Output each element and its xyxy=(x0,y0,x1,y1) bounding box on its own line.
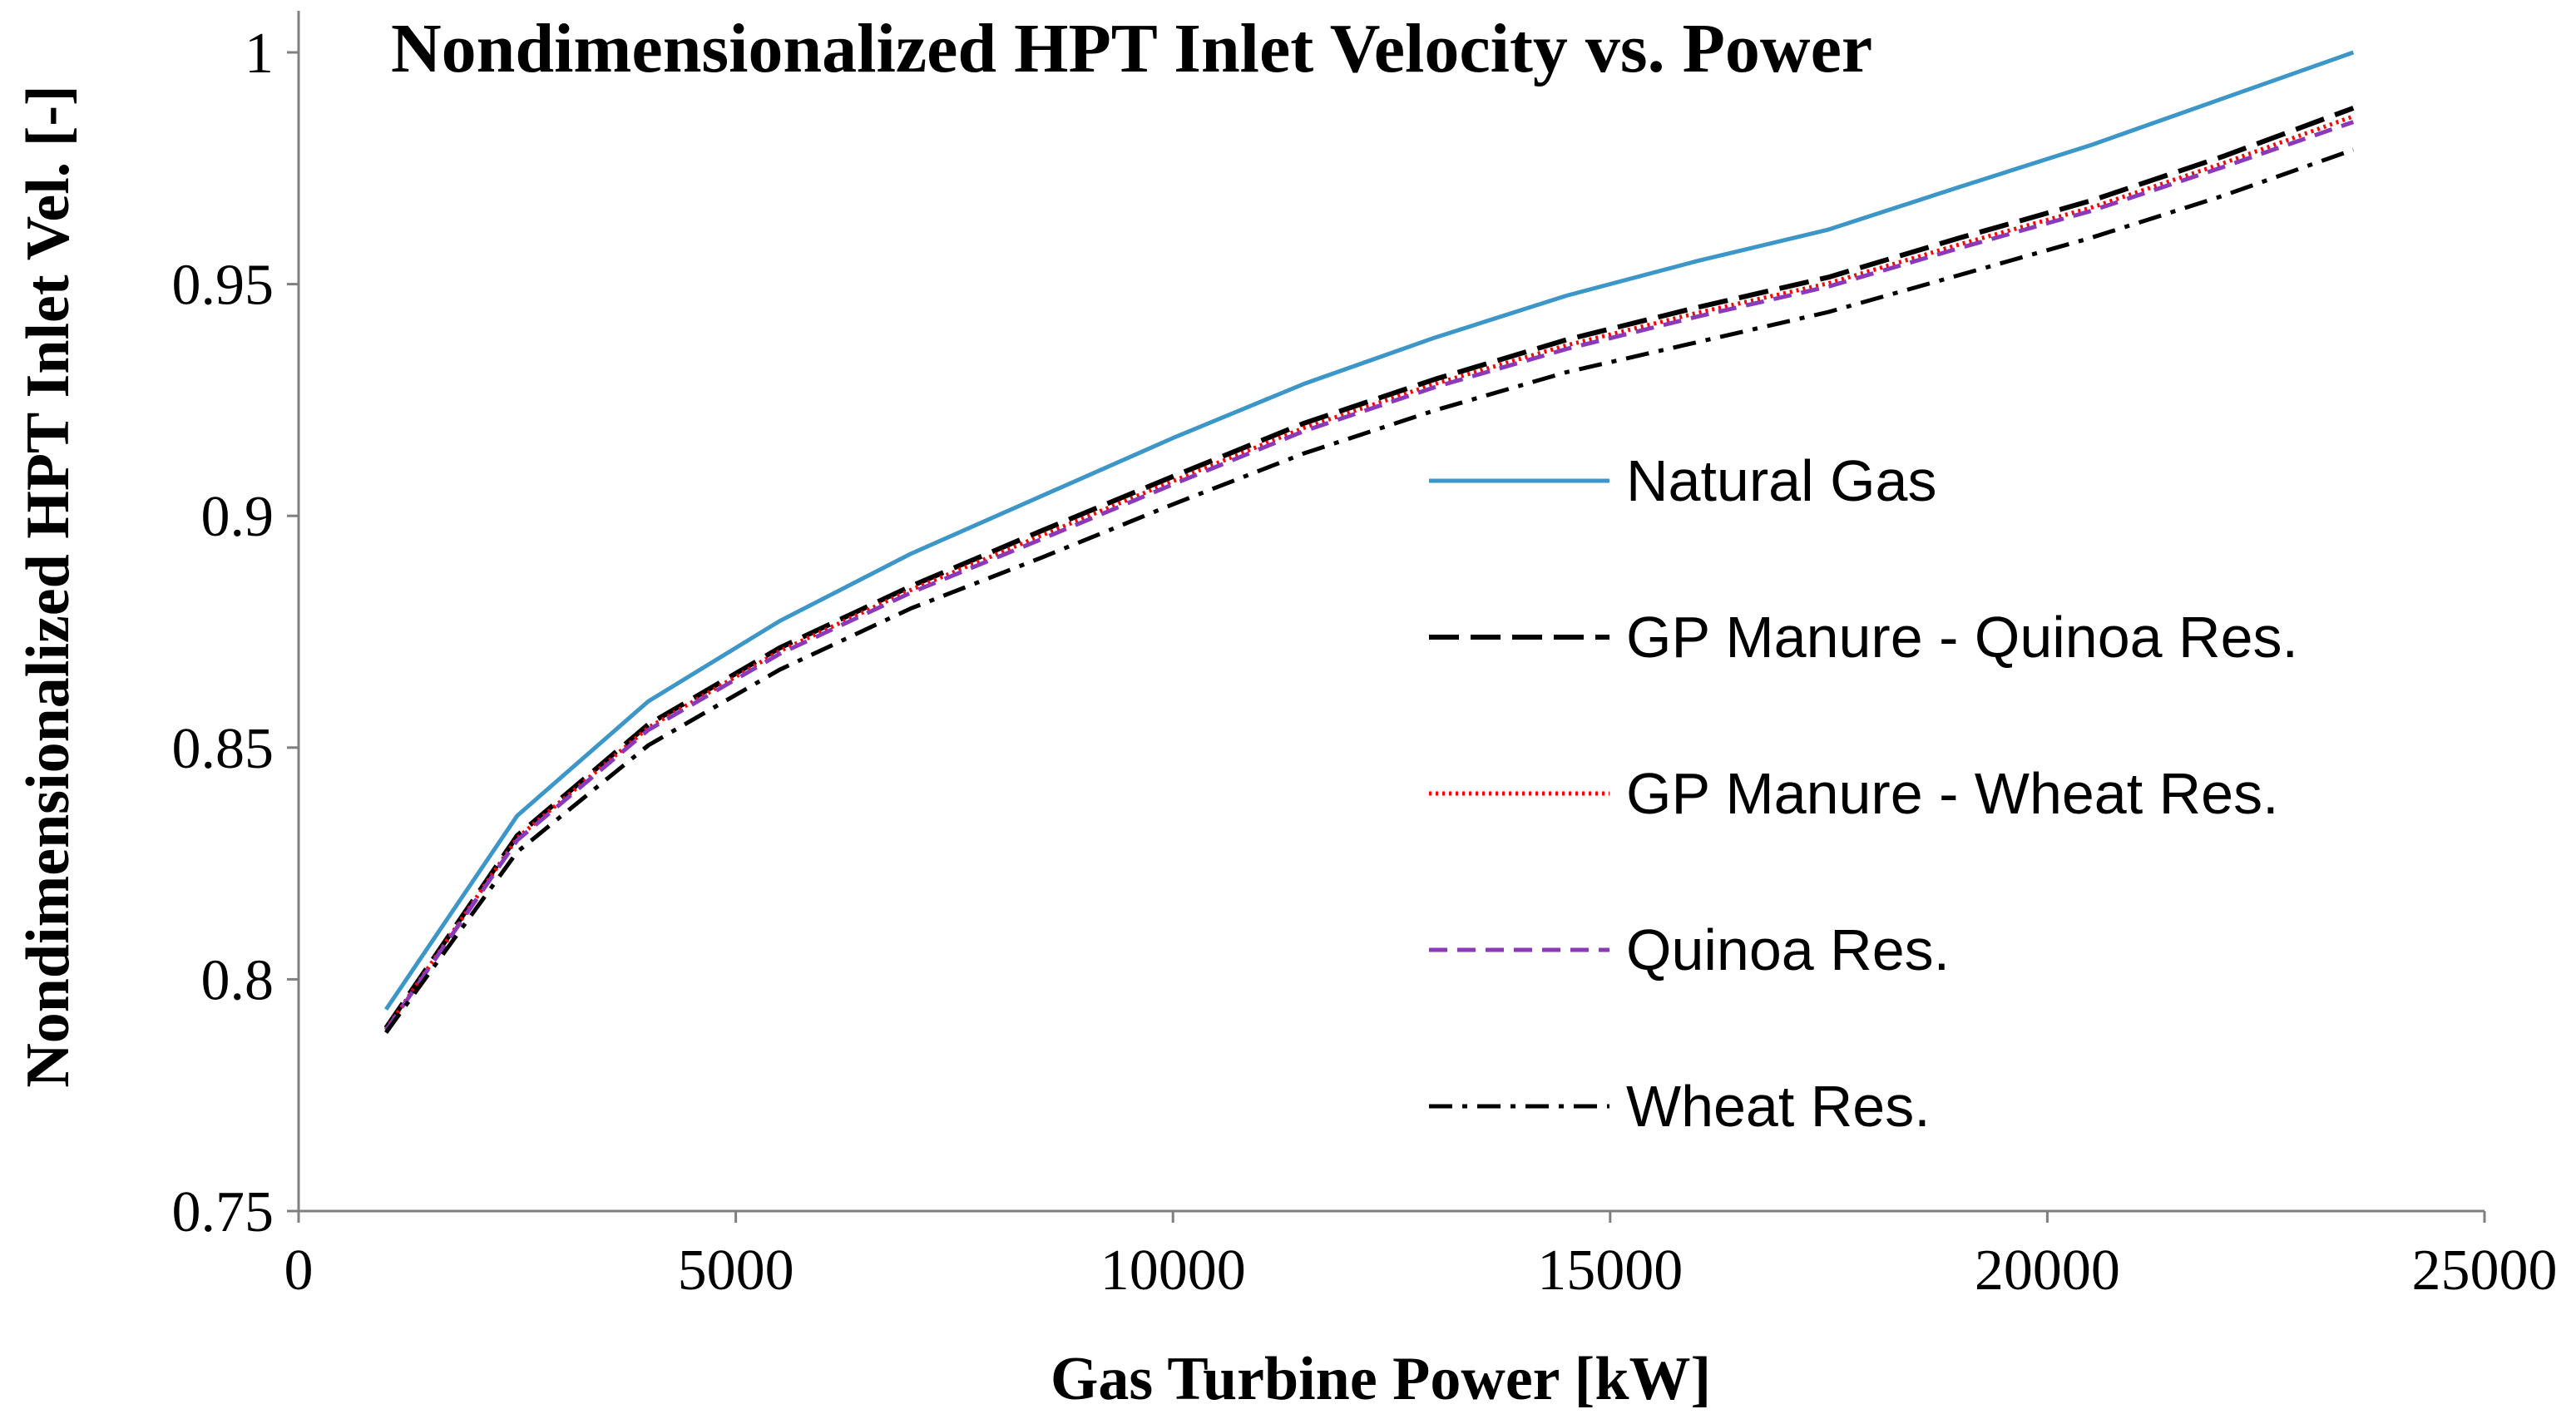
x-tick-label: 25000 xyxy=(2412,1239,2558,1303)
legend-label-4: Wheat Res. xyxy=(1626,1074,1931,1139)
legend-label-2: GP Manure - Wheat Res. xyxy=(1626,761,2279,826)
x-tick-label: 0 xyxy=(284,1239,314,1303)
series-line-1 xyxy=(383,106,2355,1030)
y-tick-label: 0.95 xyxy=(172,254,274,318)
legend-label-1: GP Manure - Quinoa Res. xyxy=(1626,605,2298,670)
plot-lines xyxy=(383,50,2355,1034)
y-tick-label: 0.85 xyxy=(172,717,274,781)
axes: 0.75 0.8 0.85 0.9 0.95 1 0 5000 10000 15000 20000 2… xyxy=(172,11,2558,1303)
x-tick-label: 10000 xyxy=(1100,1239,1246,1303)
legend-label-3: Quinoa Res. xyxy=(1626,917,1950,982)
series-line-0 xyxy=(384,50,2355,1011)
y-tick-label: 0.8 xyxy=(201,948,274,1012)
y-tick-label: 0.75 xyxy=(172,1180,274,1244)
y-axis-title: Nondimensionalized HPT Inlet Vel. [-] xyxy=(14,85,82,1087)
y-tick-label: 1 xyxy=(245,22,274,86)
x-tick-label: 15000 xyxy=(1537,1239,1683,1303)
series-line-4 xyxy=(384,147,2355,1034)
series-line-2 xyxy=(384,114,2355,1031)
legend-label-0: Natural Gas xyxy=(1626,448,1936,513)
x-axis-title: Gas Turbine Power [kW] xyxy=(1051,1345,1711,1413)
x-tick-label: 5000 xyxy=(678,1239,794,1303)
chart-title: Nondimensionalized HPT Inlet Velocity vs… xyxy=(391,10,1872,87)
y-tick-label: 0.9 xyxy=(201,485,274,549)
series-line-3 xyxy=(384,120,2355,1032)
x-tick-label: 20000 xyxy=(1975,1239,2120,1303)
legend: Natural Gas GP Manure - Quinoa Res. GP Man… xyxy=(1429,448,2298,1139)
